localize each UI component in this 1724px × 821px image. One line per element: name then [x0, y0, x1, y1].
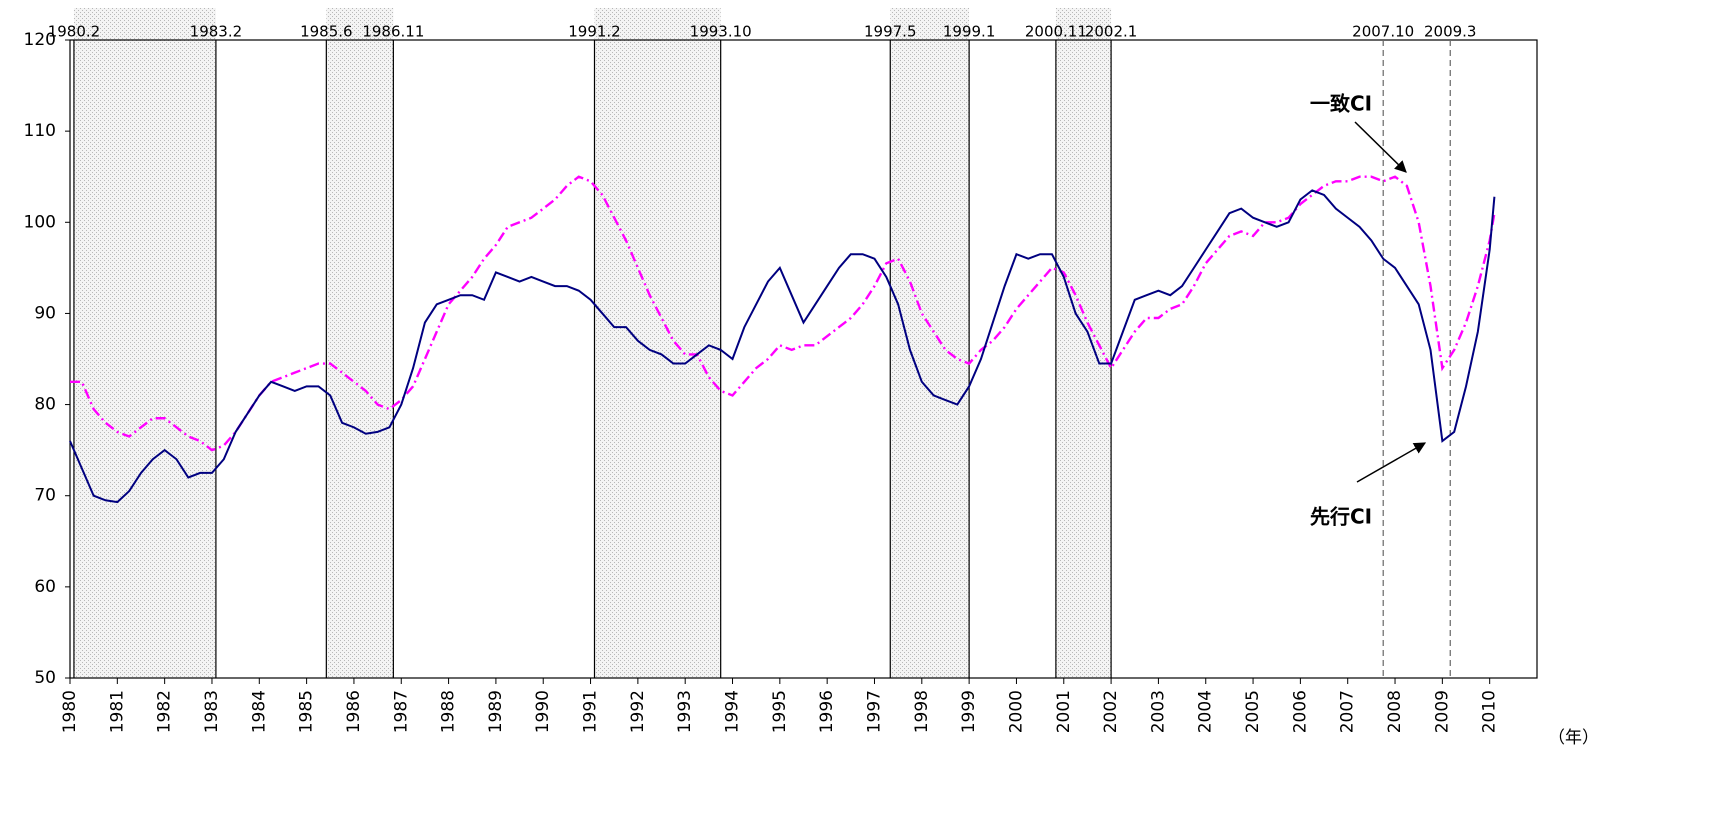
x-tick-label: 2004: [1196, 690, 1216, 733]
turning-point-label: 1983.2: [190, 23, 243, 41]
plot-layer: 50 60 70 80 90 100 110 120 1980 1981 1982 1983 1984 1…: [24, 23, 1500, 734]
turning-point-label: 2002.1: [1085, 23, 1138, 41]
x-tick-label: 1991: [581, 690, 601, 733]
coincident-label: 一致CI: [1310, 92, 1372, 116]
x-tick-label: 2006: [1290, 690, 1310, 733]
turning-point-label: 1991.2: [568, 23, 621, 41]
x-tick-label: 1988: [439, 690, 459, 733]
coincident-arrow: [1354, 121, 1407, 173]
x-tick-label: 1983: [202, 690, 222, 733]
x-tick-label: 1981: [107, 690, 127, 733]
x-tick-label: 2002: [1101, 690, 1121, 733]
x-tick-label: 1982: [155, 690, 175, 733]
x-tick-label: 1998: [912, 690, 932, 733]
y-tick-label: 110: [24, 121, 56, 141]
y-tick-label: 100: [24, 212, 56, 232]
plot-frame: [69, 39, 1538, 679]
turning-point-label: 1985.6: [300, 23, 353, 41]
turning-point-label: 1993.10: [690, 23, 752, 41]
x-tick-label: 2001: [1054, 690, 1074, 733]
recession-band: [890, 8, 970, 678]
y-tick-label: 90: [34, 303, 56, 323]
x-tick-label: 2009: [1432, 690, 1452, 733]
recession-bands: [73, 8, 1112, 678]
series-line: [70, 175, 1496, 452]
x-tick-label: 2008: [1385, 690, 1405, 733]
x-tick-label: 1999: [959, 690, 979, 733]
x-tick-label: 1992: [628, 690, 648, 733]
x-tick-label: 1994: [723, 690, 743, 733]
turning-point-label: 1999.1: [943, 23, 996, 41]
x-tick-label: 2010: [1480, 690, 1500, 733]
series-line: [69, 189, 1496, 504]
leading-label: 先行CI: [1310, 505, 1372, 529]
y-tick-label: 80: [34, 395, 56, 415]
recession-band: [1055, 8, 1112, 678]
x-tick-label: 1990: [533, 690, 553, 733]
x-tick-label: 1984: [249, 690, 269, 733]
y-tick-label: 70: [34, 486, 56, 506]
x-tick-label: 1993: [675, 690, 695, 733]
x-tick-label: 1995: [770, 690, 790, 733]
turning-point-label: 1980.2: [48, 23, 101, 41]
x-tick-label: 1985: [297, 690, 317, 733]
recession-band: [594, 8, 721, 678]
recession-band: [326, 8, 394, 678]
x-tick-label: 1980: [60, 690, 80, 733]
x-tick-label: 2005: [1243, 690, 1263, 733]
y-tick-label: 120: [24, 30, 56, 50]
turning-point-label: 1997.5: [864, 23, 917, 41]
y-tick-label: 50: [34, 668, 56, 688]
turning-point-label: 2000.11: [1025, 23, 1087, 41]
y-tick-label: 60: [34, 577, 56, 597]
x-tick-label: 2000: [1006, 690, 1026, 733]
x-tick-label: 1989: [486, 690, 506, 733]
x-tick-label: 1986: [344, 690, 364, 733]
x-tick-label: 2003: [1148, 690, 1168, 733]
turning-point-label: 1986.11: [362, 23, 424, 41]
x-unit-label: （年）: [1548, 728, 1599, 748]
tentative-label: 2007.10: [1352, 23, 1414, 41]
recession-band: [73, 8, 216, 678]
tentative-label: 2009.3: [1424, 23, 1477, 41]
x-tick-label: 1987: [391, 690, 411, 733]
leading-arrow: [1356, 442, 1427, 483]
x-tick-label: 1997: [864, 690, 884, 733]
x-tick-label: 2007: [1338, 690, 1358, 733]
x-tick-label: 1996: [817, 690, 837, 733]
